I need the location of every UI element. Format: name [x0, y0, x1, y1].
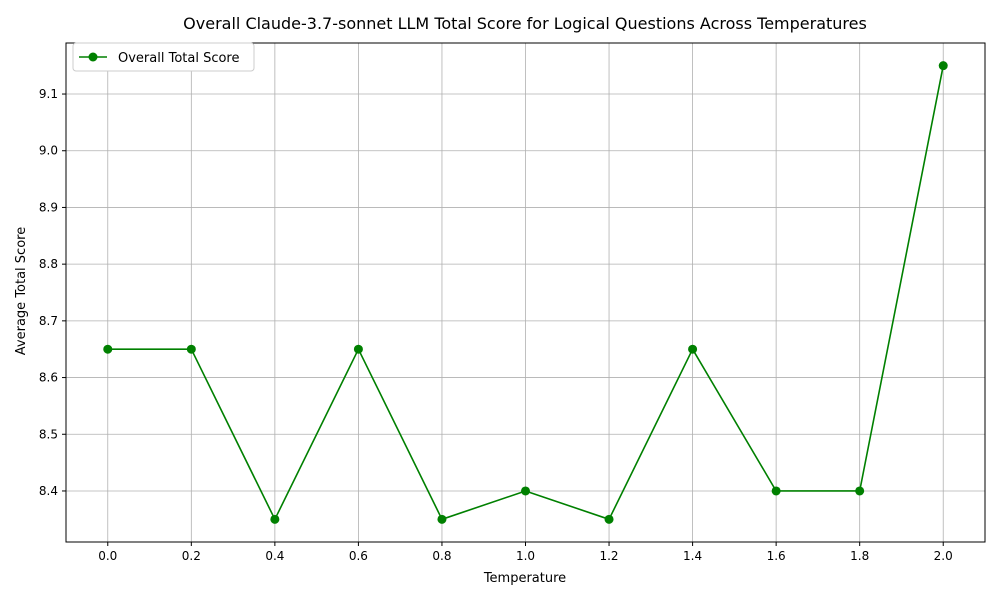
y-tick-label: 8.9 [39, 200, 58, 214]
y-tick-label: 8.7 [39, 314, 58, 328]
x-tick-label: 1.0 [516, 549, 535, 563]
data-point [521, 486, 530, 496]
x-tick-label: 0.2 [182, 549, 201, 563]
x-tick-label: 0.6 [349, 549, 368, 563]
data-point [270, 514, 280, 524]
x-tick-label: 0.4 [265, 549, 284, 563]
x-tick-label: 1.6 [767, 549, 786, 563]
y-tick-label: 9.1 [39, 87, 58, 101]
data-point [353, 344, 363, 354]
data-point [437, 514, 447, 524]
data-point [604, 514, 614, 524]
grid [66, 43, 985, 542]
x-tick-label: 1.4 [683, 549, 702, 563]
y-tick-label: 8.5 [39, 427, 58, 441]
data-point [771, 486, 781, 496]
x-tick-label: 0.0 [98, 549, 117, 563]
y-tick-label: 8.8 [39, 257, 58, 271]
y-axis-label: Average Total Score [14, 227, 29, 355]
x-tick-label: 2.0 [934, 549, 953, 563]
x-axis-label: Temperature [483, 571, 566, 586]
data-point [855, 486, 865, 496]
x-axis: 0.0 0.2 0.4 0.6 0.8 1.0 1.2 1.4 1.6 1.8 2.0 [98, 542, 953, 563]
legend-entry-overall-total-score: Overall Total Score [118, 51, 240, 66]
legend: Overall Total Score [72, 42, 255, 72]
data-point [938, 61, 948, 71]
x-tick-label: 0.8 [432, 549, 451, 563]
y-tick-label: 8.4 [39, 484, 58, 498]
data-point [103, 344, 113, 354]
x-tick-label: 1.2 [599, 549, 618, 563]
y-tick-label: 9.0 [39, 144, 58, 158]
data-point [186, 344, 196, 354]
y-tick-label: 8.6 [39, 371, 58, 385]
y-axis: 8.4 8.5 8.6 8.7 8.8 8.9 9.0 9.1 [39, 87, 66, 498]
legend-box [72, 42, 255, 72]
data-point [688, 344, 698, 354]
legend-marker-swatch [88, 52, 98, 62]
chart-title: Overall Claude-3.7-sonnet LLM Total Scor… [183, 14, 867, 33]
x-tick-label: 1.8 [850, 549, 869, 563]
series-layer [103, 61, 948, 524]
